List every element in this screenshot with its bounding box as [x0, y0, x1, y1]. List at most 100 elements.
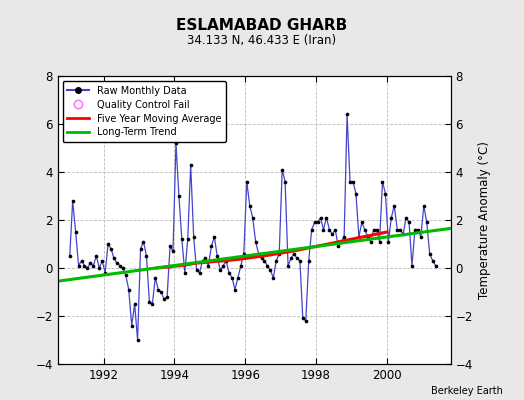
Point: [252, 238, 260, 245]
Point: [80, 262, 89, 269]
Point: [243, 178, 251, 185]
Point: [263, 262, 271, 269]
Point: [160, 296, 168, 302]
Point: [210, 234, 219, 240]
Point: [254, 250, 263, 257]
Point: [343, 111, 351, 118]
Point: [257, 255, 266, 262]
Point: [387, 214, 396, 221]
Point: [113, 260, 121, 266]
Point: [346, 178, 354, 185]
Point: [393, 226, 401, 233]
Point: [198, 258, 206, 264]
Point: [293, 255, 301, 262]
Point: [304, 258, 313, 264]
Point: [95, 265, 103, 271]
Point: [420, 202, 428, 209]
Point: [104, 241, 112, 247]
Point: [396, 226, 405, 233]
Point: [405, 219, 413, 226]
Point: [340, 234, 348, 240]
Point: [384, 238, 392, 245]
Point: [139, 238, 148, 245]
Point: [431, 262, 440, 269]
Point: [86, 260, 94, 266]
Point: [366, 238, 375, 245]
Point: [260, 258, 269, 264]
Point: [322, 214, 331, 221]
Point: [190, 234, 198, 240]
Point: [413, 226, 422, 233]
Point: [71, 229, 80, 235]
Point: [213, 253, 222, 259]
Point: [299, 315, 307, 322]
Point: [296, 258, 304, 264]
Point: [275, 250, 283, 257]
Point: [228, 274, 236, 281]
Point: [207, 243, 215, 250]
Point: [166, 243, 174, 250]
Point: [364, 234, 372, 240]
Point: [201, 255, 210, 262]
Text: ESLAMABAD GHARB: ESLAMABAD GHARB: [177, 18, 347, 33]
Point: [272, 258, 280, 264]
Point: [110, 255, 118, 262]
Point: [248, 214, 257, 221]
Point: [313, 219, 322, 226]
Point: [349, 178, 357, 185]
Point: [172, 140, 180, 146]
Point: [134, 337, 142, 343]
Point: [192, 267, 201, 274]
Point: [308, 226, 316, 233]
Point: [204, 262, 213, 269]
Point: [402, 214, 410, 221]
Point: [408, 262, 416, 269]
Point: [125, 286, 133, 293]
Point: [378, 178, 387, 185]
Point: [195, 270, 204, 276]
Text: 34.133 N, 46.433 E (Iran): 34.133 N, 46.433 E (Iran): [188, 34, 336, 47]
Point: [399, 231, 407, 238]
Point: [136, 246, 145, 252]
Point: [118, 265, 127, 271]
Point: [355, 234, 363, 240]
Point: [98, 258, 106, 264]
Point: [373, 226, 381, 233]
Point: [266, 267, 275, 274]
Point: [375, 238, 384, 245]
Point: [142, 253, 150, 259]
Point: [83, 265, 92, 271]
Point: [122, 272, 130, 278]
Point: [222, 258, 230, 264]
Point: [219, 262, 227, 269]
Point: [290, 250, 298, 257]
Text: Berkeley Earth: Berkeley Earth: [431, 386, 503, 396]
Point: [325, 226, 334, 233]
Point: [181, 270, 189, 276]
Point: [183, 236, 192, 242]
Point: [246, 202, 254, 209]
Point: [234, 274, 242, 281]
Point: [328, 231, 336, 238]
Point: [417, 234, 425, 240]
Point: [425, 250, 434, 257]
Point: [334, 243, 342, 250]
Point: [163, 294, 171, 300]
Point: [369, 226, 378, 233]
Point: [130, 301, 139, 307]
Point: [148, 301, 157, 307]
Point: [310, 219, 319, 226]
Point: [92, 253, 101, 259]
Point: [69, 198, 77, 204]
Point: [127, 322, 136, 329]
Point: [225, 270, 233, 276]
Point: [422, 219, 431, 226]
Point: [157, 289, 166, 295]
Point: [381, 190, 390, 197]
Point: [429, 258, 437, 264]
Point: [66, 253, 74, 259]
Point: [411, 226, 419, 233]
Point: [174, 193, 183, 199]
Point: [319, 226, 328, 233]
Point: [116, 262, 124, 269]
